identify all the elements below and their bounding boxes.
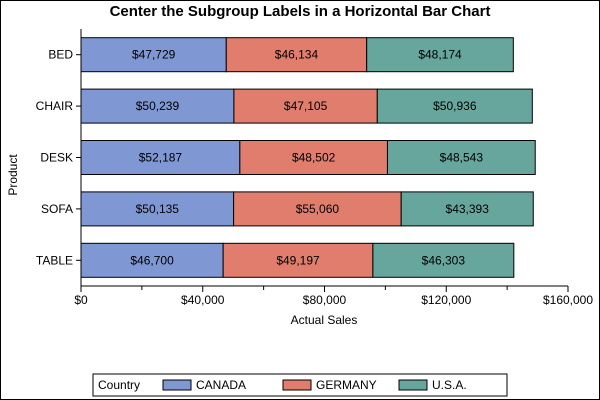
bar-data-label: $48,174 xyxy=(418,48,462,62)
bar-segment xyxy=(366,37,514,73)
bar-data-label: $48,543 xyxy=(440,151,484,165)
x-tick-label: $160,000 xyxy=(543,293,593,307)
x-tick-label: $120,000 xyxy=(421,293,471,307)
bar-data-label: $47,105 xyxy=(284,99,328,113)
bar-segment xyxy=(233,191,402,227)
y-axis-label: Product xyxy=(6,154,20,196)
bar-data-label: $48,502 xyxy=(292,151,336,165)
x-tick-label: $40,000 xyxy=(181,293,225,307)
bar-segment xyxy=(372,242,515,278)
bar-data-label: $43,393 xyxy=(446,202,490,216)
bar-segment xyxy=(225,37,368,73)
bar-segment xyxy=(233,88,378,124)
y-tick-label: TABLE xyxy=(36,253,73,267)
bar-data-label: $50,239 xyxy=(136,99,180,113)
bar-segment xyxy=(222,242,374,278)
bar-segment xyxy=(386,140,536,175)
legend-entry-label: U.S.A. xyxy=(432,378,467,392)
bar-data-label: $46,134 xyxy=(275,48,319,62)
bar-segment xyxy=(80,37,227,73)
x-axis-label: Actual Sales xyxy=(291,313,358,327)
legend-entry-label: GERMANY xyxy=(316,378,377,392)
bar-segment xyxy=(80,88,235,124)
bar-segment xyxy=(400,191,534,227)
y-tick-label: BED xyxy=(48,48,73,62)
x-tick-label: $0 xyxy=(74,293,88,307)
legend: Country CANADA GERMANY U.S.A. xyxy=(92,373,508,397)
bar-data-label: $50,135 xyxy=(136,202,180,216)
bar-segment xyxy=(80,242,224,278)
bar-data-label: $49,197 xyxy=(276,253,320,267)
plot-area: $0 $40,000 $80,000 $120,000 $160,000 BED $47,7… xyxy=(36,29,593,307)
bar-data-label: $52,187 xyxy=(139,151,183,165)
legend-title: Country xyxy=(98,378,140,392)
x-tick-label: $80,000 xyxy=(303,293,347,307)
bar-data-label: $55,060 xyxy=(296,202,340,216)
y-tick-label: SOFA xyxy=(41,202,73,216)
bar-data-label: $46,303 xyxy=(422,253,466,267)
bar-segment xyxy=(239,140,388,175)
legend-swatch xyxy=(162,379,192,391)
bar-segment xyxy=(376,88,533,124)
bar-data-label: $47,729 xyxy=(132,48,176,62)
legend-swatch xyxy=(398,379,428,391)
chart-title: Center the Subgroup Labels in a Horizont… xyxy=(110,3,491,20)
bar-data-label: $46,700 xyxy=(130,253,174,267)
bar-data-label: $50,936 xyxy=(433,99,477,113)
legend-swatch xyxy=(282,379,312,391)
y-tick-label: DESK xyxy=(40,151,73,165)
bar-segment xyxy=(80,140,241,175)
legend-entry-label: CANADA xyxy=(196,378,246,392)
y-tick-label: CHAIR xyxy=(36,99,74,113)
